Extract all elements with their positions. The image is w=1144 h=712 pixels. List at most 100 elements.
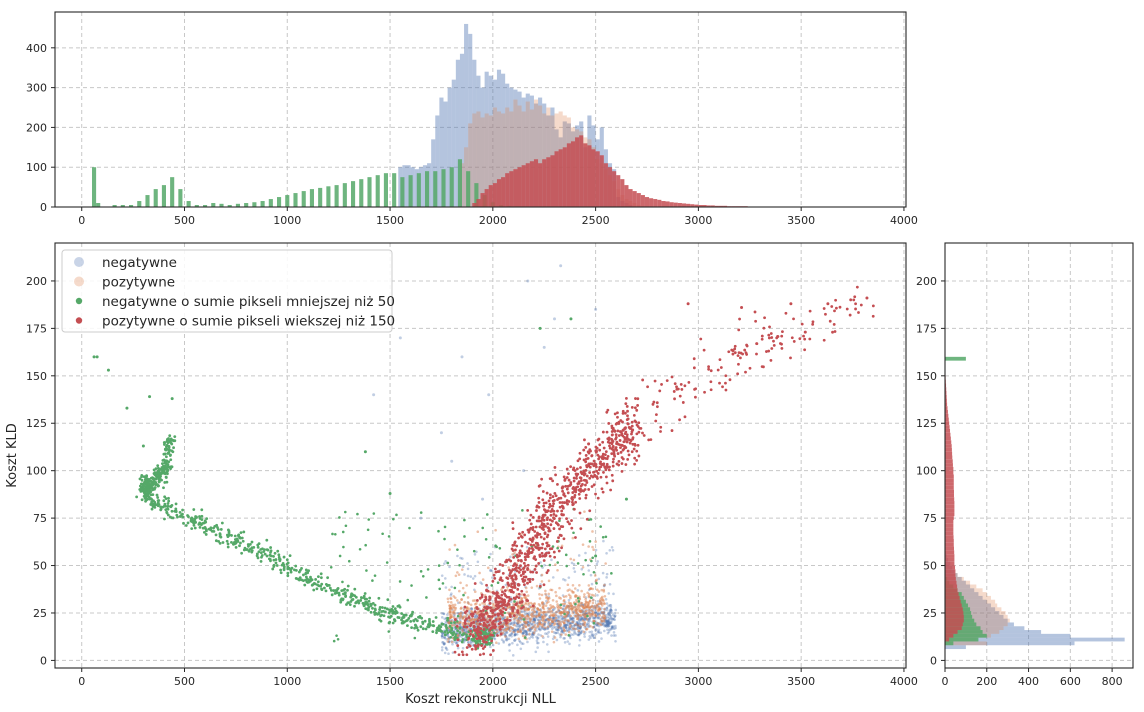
scatter-point	[330, 593, 334, 597]
x-tick-label: 3500	[787, 675, 815, 688]
scatter-point	[519, 628, 522, 631]
scatter-point	[560, 629, 564, 633]
scatter-point	[571, 620, 574, 624]
scatter-point	[571, 500, 574, 504]
histogram-bar	[178, 189, 183, 207]
scatter-point	[552, 517, 556, 521]
scatter-point	[250, 549, 254, 553]
histogram-bar	[120, 205, 125, 207]
scatter-point	[411, 610, 415, 614]
scatter-point	[265, 554, 269, 558]
scatter-point	[531, 577, 535, 581]
scatter-point	[442, 642, 446, 646]
scatter-point	[602, 623, 605, 627]
scatter-point	[564, 623, 567, 627]
scatter-point	[181, 515, 185, 519]
scatter-point	[484, 636, 488, 640]
scatter-point	[592, 636, 596, 639]
scatter-point	[442, 612, 446, 616]
scatter-point	[450, 592, 453, 596]
scatter-point	[500, 588, 503, 591]
scatter-point	[316, 575, 320, 579]
scatter-point	[767, 336, 771, 340]
histogram-bar	[476, 199, 481, 207]
scatter-point	[250, 540, 254, 544]
scatter-point	[559, 622, 563, 626]
scatter-point	[532, 614, 536, 618]
scatter-point	[167, 465, 171, 469]
scatter-point	[548, 496, 552, 500]
scatter-point	[421, 620, 425, 624]
scatter-point	[528, 577, 532, 581]
scatter-point	[372, 393, 376, 397]
scatter-point	[538, 628, 542, 632]
scatter-point	[517, 596, 521, 600]
scatter-point	[459, 607, 463, 610]
scatter-point	[163, 495, 167, 499]
scatter-point	[583, 635, 586, 638]
scatter-point	[513, 638, 516, 642]
scatter-point	[379, 614, 383, 618]
scatter-point	[583, 510, 586, 513]
scatter-point	[563, 578, 567, 582]
scatter-point	[535, 641, 539, 645]
scatter-point	[547, 600, 550, 604]
scatter-point	[170, 503, 174, 507]
scatter-point	[610, 546, 614, 549]
scatter-point	[741, 352, 745, 356]
scatter-point	[592, 619, 596, 623]
scatter-point	[217, 539, 221, 543]
scatter-point	[479, 627, 483, 631]
scatter-point	[502, 606, 505, 610]
scatter-point	[511, 654, 515, 657]
scatter-point	[493, 613, 497, 617]
scatter-point	[286, 571, 290, 575]
scatter-point	[144, 485, 148, 488]
scatter-point	[584, 454, 588, 457]
histogram-bar	[459, 53, 465, 208]
scatter-point	[418, 614, 422, 618]
scatter-point	[509, 555, 512, 559]
scatter-point	[611, 460, 615, 464]
histogram-bar	[509, 87, 514, 207]
histogram-bar	[170, 177, 175, 207]
scatter-point	[443, 636, 447, 640]
scatter-point	[589, 474, 593, 478]
scatter-point	[505, 604, 509, 607]
scatter-point	[626, 414, 629, 418]
x-axis-label: Koszt rekonstrukcji NLL	[405, 692, 556, 707]
y-tick-label: 300	[26, 82, 47, 95]
scatter-point	[509, 633, 513, 636]
scatter-point	[566, 502, 569, 506]
scatter-point	[473, 615, 477, 619]
scatter-point	[455, 642, 458, 645]
scatter-point	[490, 584, 494, 587]
scatter-point	[437, 529, 440, 533]
scatter-point	[415, 626, 419, 630]
scatter-point	[205, 517, 209, 521]
scatter-point	[471, 634, 475, 638]
scatter-point	[748, 366, 752, 370]
scatter-point	[300, 578, 304, 582]
scatter-point	[513, 634, 516, 637]
scatter-point	[528, 632, 531, 636]
x-tick-label: 0	[78, 675, 85, 688]
scatter-point	[733, 351, 737, 355]
scatter-point	[513, 639, 517, 642]
scatter-point	[593, 636, 596, 640]
scatter-point	[448, 604, 452, 608]
histogram-bar	[706, 205, 711, 207]
scatter-point	[575, 594, 579, 598]
scatter-point	[142, 483, 145, 487]
scatter-point	[546, 533, 550, 537]
scatter-point	[484, 632, 488, 636]
scatter-point	[524, 602, 528, 606]
scatter-point	[633, 419, 637, 423]
scatter-point	[545, 571, 549, 575]
scatter-point	[463, 573, 466, 576]
scatter-point	[605, 430, 609, 434]
scatter-point	[524, 631, 527, 635]
scatter-point	[367, 605, 371, 609]
scatter-point	[341, 580, 344, 584]
